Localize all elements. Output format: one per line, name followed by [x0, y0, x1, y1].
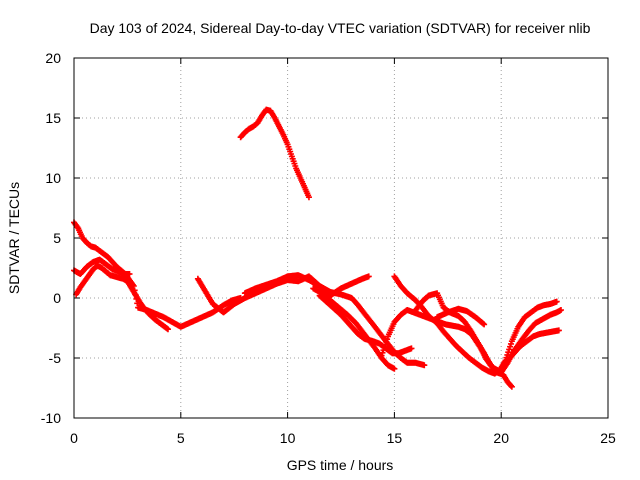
y-tick-label: -10	[41, 410, 61, 426]
x-tick-label: 25	[600, 430, 616, 446]
series-track-h	[316, 292, 415, 357]
data-point	[305, 194, 312, 201]
y-tick-label: 5	[53, 230, 61, 246]
data-point	[421, 362, 428, 369]
data-point	[508, 382, 515, 389]
data-point	[481, 321, 488, 328]
series-track-m	[434, 305, 488, 328]
x-tick-label: 0	[70, 430, 78, 446]
series-track-f	[241, 272, 428, 369]
data-point	[558, 307, 565, 313]
y-axis-label: SDTVAR / TECUs	[6, 182, 22, 294]
chart-title: Day 103 of 2024, Sidereal Day-to-day VTE…	[90, 20, 591, 36]
grid-lines	[74, 58, 608, 418]
y-tick-label: 10	[45, 170, 61, 186]
y-tick-label: 20	[45, 50, 61, 66]
data-point	[126, 271, 133, 277]
series-track-b	[71, 256, 133, 277]
series-track-l	[476, 298, 560, 375]
axis-ticks	[73, 57, 609, 419]
y-tick-label: 15	[45, 110, 61, 126]
x-axis-label: GPS time / hours	[287, 457, 394, 473]
data-point	[391, 365, 398, 372]
x-tick-label: 15	[387, 430, 403, 446]
data-point	[164, 326, 171, 333]
data-point	[553, 298, 560, 305]
x-tick-label: 20	[493, 430, 509, 446]
series-track-d	[237, 106, 312, 201]
data-point	[365, 273, 372, 280]
y-tick-label: 0	[53, 290, 61, 306]
x-tick-labels: 0 5 10 15 20 25	[70, 430, 616, 446]
data-point	[408, 345, 415, 352]
data-point	[508, 383, 515, 390]
data-markers	[71, 106, 565, 390]
data-point	[555, 327, 562, 334]
y-tick-label: -5	[49, 350, 62, 366]
series-track-c	[73, 262, 171, 333]
y-tick-labels: -10 -5 0 5 10 15 20	[41, 50, 61, 426]
x-tick-label: 10	[280, 430, 296, 446]
x-tick-label: 5	[177, 430, 185, 446]
